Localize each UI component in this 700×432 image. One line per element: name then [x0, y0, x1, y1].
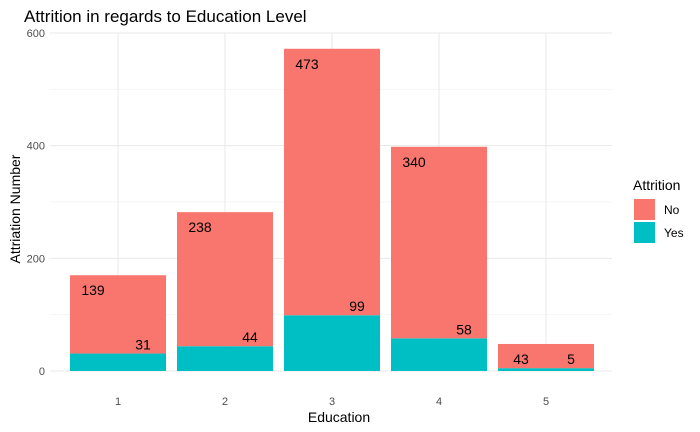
- bar-yes: [177, 346, 273, 371]
- bar-label-no: 340: [402, 154, 426, 170]
- legend-label: No: [664, 203, 680, 217]
- legend-title: Attrition: [633, 177, 680, 193]
- bar-label-yes: 44: [242, 329, 258, 345]
- bars: [70, 48, 594, 371]
- y-tick-label: 0: [39, 366, 45, 378]
- bar-label-yes: 58: [456, 321, 472, 337]
- bar-yes: [70, 353, 166, 371]
- bar-label-no: 238: [188, 219, 212, 235]
- legend-label: Yes: [664, 226, 684, 240]
- bar-yes: [391, 338, 487, 371]
- bar-no: [391, 146, 487, 339]
- y-axis-ticks: 0 200 400 600: [27, 28, 45, 378]
- bar-no: [70, 275, 166, 354]
- bar-no: [284, 48, 380, 316]
- y-tick-label: 600: [27, 28, 45, 40]
- bar-labels: 139 31 238 44 473 99 340 58 43 5: [81, 56, 575, 367]
- x-tick-label: 4: [436, 396, 442, 408]
- bar-label-yes: 31: [135, 337, 151, 353]
- bar-yes: [498, 368, 594, 371]
- y-tick-label: 400: [27, 141, 45, 153]
- x-tick-label: 2: [222, 396, 228, 408]
- bar-label-no: 473: [295, 56, 319, 72]
- chart-title: Attrition in regards to Education Level: [24, 7, 307, 26]
- bar-label-no: 139: [81, 282, 105, 298]
- x-axis-ticks: 1 2 3 4 5: [115, 396, 549, 408]
- bar-no: [177, 212, 273, 347]
- bar-yes: [284, 315, 380, 371]
- x-tick-label: 1: [115, 396, 121, 408]
- x-axis-label: Education: [308, 409, 370, 425]
- bar-label-yes: 99: [349, 298, 365, 314]
- y-tick-label: 200: [27, 253, 45, 265]
- legend-swatch: [634, 222, 655, 243]
- legend-swatch: [634, 199, 655, 220]
- y-axis-label: Attriation Number: [7, 154, 23, 263]
- bar-label-no: 43: [513, 351, 529, 367]
- bar-no: [498, 343, 594, 369]
- x-tick-label: 3: [329, 396, 335, 408]
- x-tick-label: 5: [543, 396, 549, 408]
- legend: Attrition No Yes: [633, 177, 684, 243]
- bar-label-yes: 5: [567, 351, 575, 367]
